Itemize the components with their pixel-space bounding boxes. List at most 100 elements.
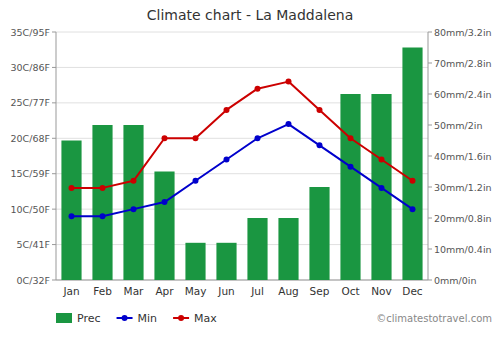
y-tick-label: 30C/86F	[11, 62, 50, 73]
bar	[185, 243, 205, 280]
legend-item: Max	[173, 312, 217, 325]
y-tick-label: 15C/59F	[11, 168, 50, 179]
x-tick-label: May	[185, 285, 207, 297]
bar	[154, 172, 174, 281]
y-tick	[52, 32, 56, 33]
point	[193, 135, 199, 141]
point	[162, 199, 168, 205]
y2-tick	[428, 156, 432, 157]
x-tick-label: Jun	[217, 285, 234, 297]
grid-line	[56, 32, 428, 33]
bar	[340, 94, 360, 280]
legend-swatch	[56, 313, 72, 323]
point	[69, 213, 75, 219]
y2-tick-label: 10mm/0.4in	[434, 244, 492, 255]
chart: 0C/32F5C/41F10C/50F15C/59F20C/68F25C/77F…	[0, 0, 500, 350]
y2-tick-label: 0mm/0in	[434, 275, 476, 286]
x-tick-label: Jul	[250, 285, 264, 297]
annotation: ©climatestotravel.com	[376, 313, 492, 324]
point	[286, 79, 292, 85]
legend-item: Prec	[56, 312, 101, 325]
y-tick	[52, 244, 56, 245]
y-tick-label: 0C/32F	[17, 275, 50, 286]
bar	[247, 218, 267, 280]
legend-item: Min	[117, 312, 158, 325]
point	[286, 121, 292, 127]
y2-tick	[428, 187, 432, 188]
y-tick	[52, 173, 56, 174]
x-tick-label: Aug	[278, 285, 299, 297]
bar	[216, 243, 236, 280]
point	[255, 135, 261, 141]
bar	[92, 125, 112, 280]
grid-line	[56, 67, 428, 68]
y2-tick	[428, 32, 432, 33]
y-tick	[52, 138, 56, 139]
point	[348, 135, 354, 141]
bar	[309, 187, 329, 280]
bar	[61, 141, 81, 281]
point	[317, 107, 323, 113]
y2-tick-label: 30mm/1.2in	[434, 182, 492, 193]
x-tick-label: Apr	[155, 285, 174, 297]
point	[379, 185, 385, 191]
y-tick-label: 10C/50F	[11, 204, 50, 215]
point	[224, 157, 230, 163]
legend-label: Min	[138, 312, 158, 325]
bar	[402, 48, 422, 281]
y-tick	[52, 102, 56, 103]
y-tick	[52, 209, 56, 210]
line	[72, 82, 413, 188]
y-tick-label: 25C/77F	[11, 97, 50, 108]
point	[379, 157, 385, 163]
y2-tick	[428, 94, 432, 95]
bar	[123, 125, 143, 280]
y-axis-line	[56, 32, 57, 280]
point	[131, 206, 137, 212]
y2-tick	[428, 249, 432, 250]
point	[410, 206, 416, 212]
legend-marker	[178, 315, 184, 321]
point	[255, 86, 261, 92]
y2-tick-label: 60mm/2.4in	[434, 89, 492, 100]
legend-label: Prec	[77, 312, 101, 325]
y-tick-label: 35C/95F	[11, 27, 50, 38]
point	[100, 185, 106, 191]
x-tick-label: Jan	[62, 285, 79, 297]
y2-tick	[428, 280, 432, 281]
x-tick-label: Feb	[93, 285, 112, 297]
legend-marker	[122, 315, 128, 321]
point	[69, 185, 75, 191]
y-tick-label: 5C/41F	[17, 239, 50, 250]
point	[131, 178, 137, 184]
point	[410, 178, 416, 184]
x-tick-label: Nov	[371, 285, 392, 297]
x-tick-label: Sep	[310, 285, 330, 297]
point	[317, 142, 323, 148]
bar	[278, 218, 298, 280]
y-tick	[52, 280, 56, 281]
point	[100, 213, 106, 219]
line	[72, 124, 413, 216]
point	[224, 107, 230, 113]
x-tick-label: Oct	[341, 285, 359, 297]
x-tick-label: Mar	[124, 285, 144, 297]
axes: 0C/32F5C/41F10C/50F15C/59F20C/68F25C/77F…	[11, 27, 492, 298]
y2-tick-label: 20mm/0.8in	[434, 213, 492, 224]
point	[348, 164, 354, 170]
y2-tick	[428, 125, 432, 126]
bar	[371, 94, 391, 280]
legend-label: Max	[194, 312, 217, 325]
grid	[56, 32, 428, 280]
y2-tick	[428, 218, 432, 219]
x-tick-label: Dec	[402, 285, 423, 297]
point	[193, 178, 199, 184]
y2-tick-label: 50mm/2in	[434, 120, 483, 131]
line-series	[69, 79, 416, 191]
bar-series	[61, 48, 422, 281]
title: Climate chart - La Maddalena	[147, 7, 353, 23]
marks	[61, 48, 422, 281]
point	[162, 135, 168, 141]
y2-tick	[428, 63, 432, 64]
y2-tick-label: 70mm/2.8in	[434, 58, 492, 69]
